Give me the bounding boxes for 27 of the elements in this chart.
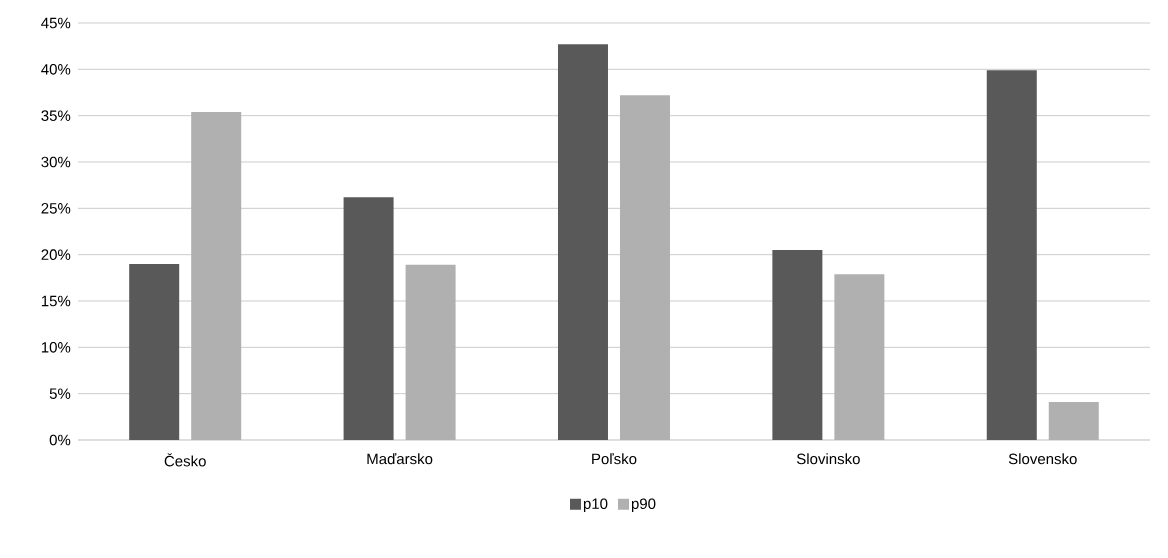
x-tick-label: Poľsko <box>592 453 637 465</box>
bar <box>405 264 456 440</box>
y-tick-label: 45% <box>41 17 71 29</box>
bar <box>619 95 670 440</box>
y-tick-label: 15% <box>41 295 71 307</box>
legend-label: p90 <box>631 498 656 512</box>
x-tick-label: Česko <box>164 453 206 467</box>
bar <box>343 197 394 440</box>
y-tick-label: 25% <box>41 203 71 214</box>
x-tick-label: Slovinsko <box>796 453 860 465</box>
y-tick-label: 10% <box>41 342 71 353</box>
y-tick-label: 35% <box>41 110 71 121</box>
legend-label: p10 <box>583 498 608 512</box>
y-tick-label: 0% <box>49 434 71 446</box>
bar <box>772 250 823 440</box>
bar <box>191 111 242 440</box>
bar <box>834 274 885 440</box>
y-tick-label: 40% <box>41 64 71 75</box>
bar <box>1048 402 1099 440</box>
bar <box>986 70 1037 440</box>
y-tick-label: 20% <box>41 249 71 260</box>
bar <box>129 263 180 440</box>
y-tick-label: 30% <box>41 156 71 168</box>
x-tick-label: Maďarsko <box>367 453 433 465</box>
bar <box>557 44 608 440</box>
x-tick-label: Slovensko <box>1008 453 1077 465</box>
y-tick-label: 5% <box>49 388 71 399</box>
